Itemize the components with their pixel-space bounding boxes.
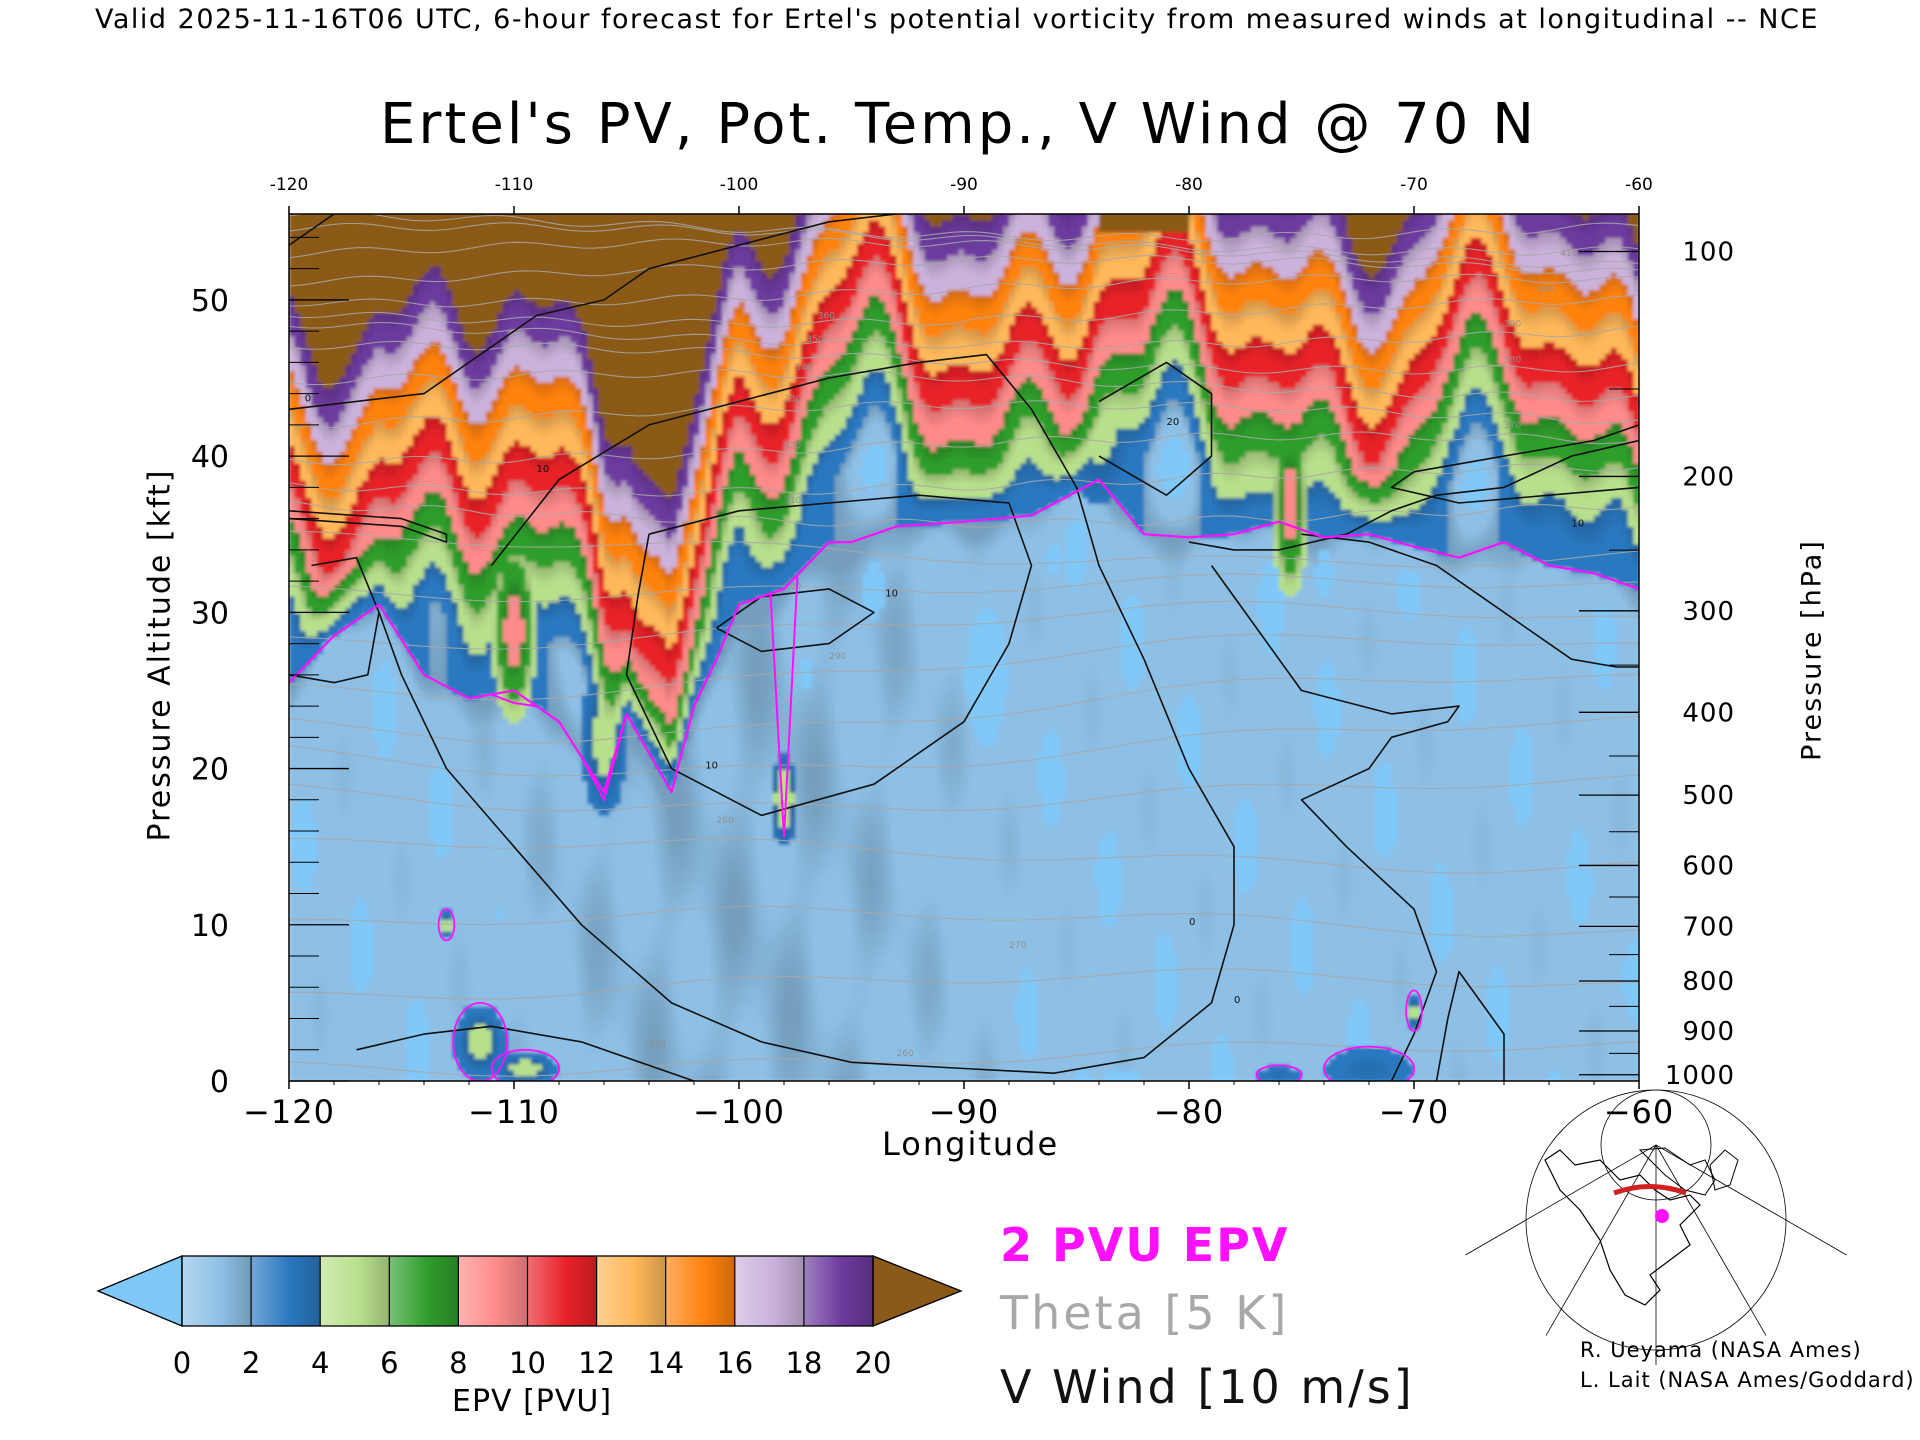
inset-meridian bbox=[1546, 1145, 1656, 1336]
theta-label: 270 bbox=[1009, 941, 1026, 951]
colorbar-under-arrow bbox=[98, 1256, 182, 1326]
x-tick-label: −80 bbox=[1154, 1093, 1225, 1131]
v-wind-label: 10 bbox=[1572, 518, 1585, 529]
theta-label: 390 bbox=[1504, 319, 1521, 329]
colorbar-tick-label: 2 bbox=[242, 1346, 260, 1380]
pressure-tick-label: 900 bbox=[1682, 1017, 1735, 1047]
y-axis-label-left: Pressure Altitude [kft] bbox=[143, 469, 178, 842]
y-tick-label: 30 bbox=[191, 596, 229, 631]
colorbar-tick-label: 0 bbox=[173, 1346, 191, 1380]
theta-label: 260 bbox=[897, 1049, 914, 1059]
v-wind-label: 20 bbox=[1167, 417, 1180, 428]
x-tick-label: −110 bbox=[468, 1093, 560, 1131]
v-wind-label: 10 bbox=[885, 589, 898, 600]
theta-label: 250 bbox=[649, 1040, 666, 1050]
pressure-tick-label: 500 bbox=[1682, 781, 1735, 811]
colorbar-segment bbox=[528, 1256, 598, 1326]
y-axis-label-right: Pressure [hPa] bbox=[1797, 539, 1828, 761]
v-wind-label: 0 bbox=[1189, 917, 1195, 928]
x-top-tick-label: -70 bbox=[1400, 175, 1428, 195]
theta-label: 310 bbox=[784, 496, 801, 506]
inset-meridian bbox=[1656, 1145, 1766, 1336]
pressure-tick-label: 600 bbox=[1682, 851, 1735, 881]
theta-label: 360 bbox=[818, 312, 835, 322]
colorbar-segment bbox=[804, 1256, 874, 1326]
colorbar-segment bbox=[597, 1256, 667, 1326]
inset-transect-line bbox=[1614, 1187, 1686, 1194]
colorbar-tick-label: 4 bbox=[311, 1346, 329, 1380]
colorbar-segment bbox=[389, 1256, 459, 1326]
colorbar-tick-label: 12 bbox=[578, 1346, 615, 1380]
theta-label: 280 bbox=[717, 816, 734, 826]
credit-line-1: R. Ueyama (NASA Ames) bbox=[1580, 1338, 1862, 1362]
colorbar-tick-label: 6 bbox=[380, 1346, 398, 1380]
inset-location-marker bbox=[1655, 1209, 1669, 1223]
theta-label: 290 bbox=[829, 652, 846, 662]
colorbar-tick-label: 16 bbox=[716, 1346, 753, 1380]
pressure-tick-label: 800 bbox=[1682, 967, 1735, 997]
pressure-tick-label: 700 bbox=[1682, 912, 1735, 942]
pressure-tick-label: 100 bbox=[1682, 237, 1735, 267]
theta-label: 340 bbox=[795, 363, 812, 373]
v-wind-label: 0 bbox=[305, 393, 311, 404]
x-top-tick-label: -90 bbox=[950, 175, 978, 195]
theta-label: 370 bbox=[1504, 421, 1521, 431]
x-axis-label: Longitude bbox=[882, 1125, 1059, 1163]
colorbar-over-arrow bbox=[873, 1256, 961, 1326]
x-tick-label: −70 bbox=[1379, 1093, 1450, 1131]
pressure-tick-label: 300 bbox=[1682, 597, 1735, 627]
x-tick-label: −100 bbox=[693, 1093, 785, 1131]
y-tick-label: 10 bbox=[191, 909, 229, 944]
legend-epv: 2 PVU EPV bbox=[1000, 1218, 1289, 1272]
colorbar-segment bbox=[182, 1256, 252, 1326]
chart-title: Ertel's PV, Pot. Temp., V Wind @ 70 N bbox=[380, 92, 1537, 157]
x-top-tick-label: -60 bbox=[1625, 175, 1653, 195]
theta-label: 320 bbox=[784, 441, 801, 451]
legend-vwind: V Wind [10 m/s] bbox=[1000, 1360, 1415, 1414]
colorbar-label: EPV [PVU] bbox=[452, 1384, 612, 1419]
colorbar-tick-label: 14 bbox=[647, 1346, 684, 1380]
legend-theta: Theta [5 K] bbox=[1000, 1286, 1289, 1340]
x-top-tick-label: -120 bbox=[270, 175, 309, 195]
y-tick-label: 20 bbox=[191, 753, 229, 788]
colorbar-tick-label: 18 bbox=[785, 1346, 822, 1380]
pressure-tick-label: 400 bbox=[1682, 698, 1735, 728]
colorbar-tick-label: 10 bbox=[509, 1346, 546, 1380]
y-tick-label: 50 bbox=[191, 284, 229, 319]
location-map-inset bbox=[1465, 1090, 1846, 1365]
credit-line-2: L. Lait (NASA Ames/Goddard) bbox=[1580, 1368, 1915, 1392]
x-tick-label: −60 bbox=[1604, 1093, 1675, 1131]
x-top-tick-label: -80 bbox=[1175, 175, 1203, 195]
colorbar-tick-label: 20 bbox=[855, 1346, 892, 1380]
colorbar: 0 2 4 6 8 10 12 14 16 18 20 bbox=[98, 1256, 961, 1380]
x-top-tick-label: -110 bbox=[495, 175, 534, 195]
theta-label: 380 bbox=[1504, 355, 1521, 365]
pressure-tick-label: 1000 bbox=[1665, 1061, 1735, 1091]
header-text: Valid 2025-11-16T06 UTC, 6-hour forecast… bbox=[95, 4, 1819, 35]
pressure-tick-label: 200 bbox=[1682, 462, 1735, 492]
theta-label: 410 bbox=[1560, 249, 1577, 259]
colorbar-segment bbox=[251, 1256, 321, 1326]
colorbar-tick-label: 8 bbox=[449, 1346, 467, 1380]
colorbar-segment bbox=[666, 1256, 736, 1326]
inset-group bbox=[1465, 1090, 1846, 1365]
colorbar-segment bbox=[320, 1256, 390, 1326]
x-tick-label: −120 bbox=[243, 1093, 335, 1131]
inset-meridian bbox=[1465, 1145, 1656, 1255]
colorbar-segment bbox=[458, 1256, 528, 1326]
theta-label: 350 bbox=[807, 335, 824, 345]
y-tick-label: 0 bbox=[210, 1065, 229, 1100]
v-wind-label: 10 bbox=[537, 464, 550, 475]
v-wind-label: 10 bbox=[705, 761, 718, 772]
theta-label: 400 bbox=[1538, 285, 1555, 295]
v-wind-label: 0 bbox=[1234, 995, 1240, 1006]
x-top-tick-label: -100 bbox=[720, 175, 759, 195]
inset-coastline-north-america bbox=[1545, 1150, 1700, 1305]
colorbar-segment bbox=[735, 1256, 805, 1326]
y-tick-label: 40 bbox=[191, 440, 229, 475]
theta-label: 330 bbox=[784, 394, 801, 404]
